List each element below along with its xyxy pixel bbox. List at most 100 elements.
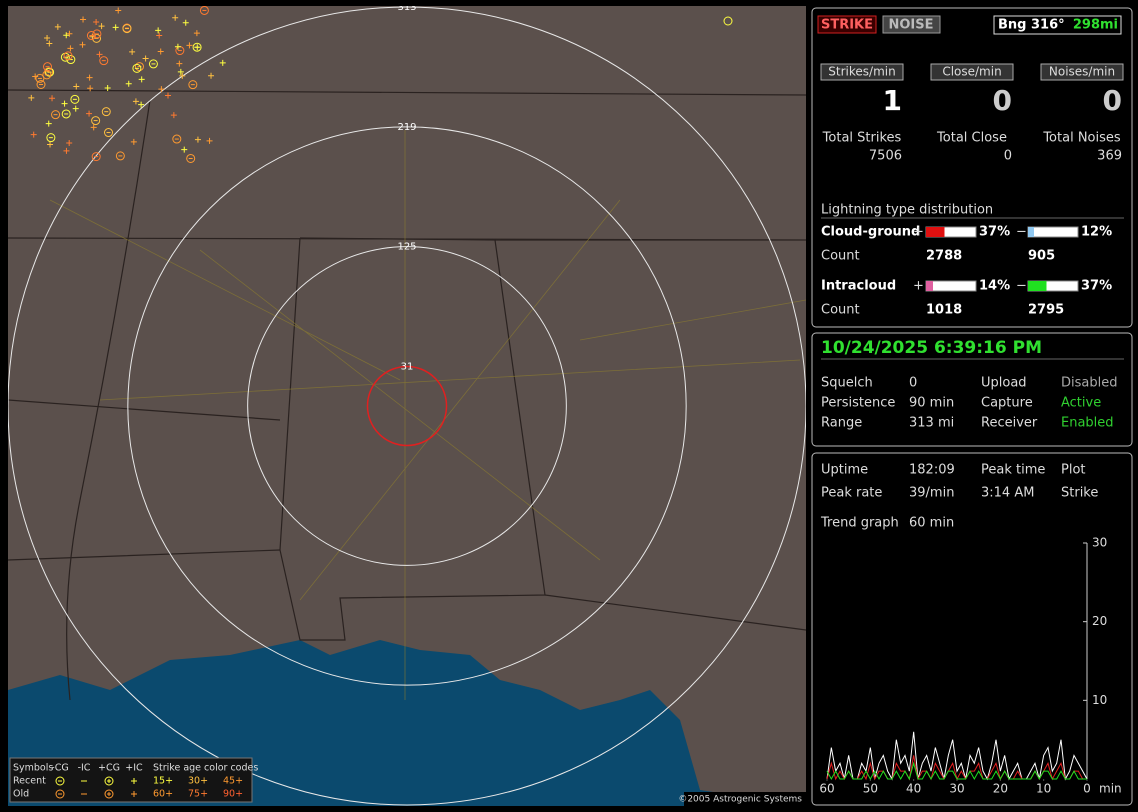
strike-symbol bbox=[130, 138, 137, 145]
strike-symbol bbox=[96, 51, 103, 58]
strike-symbol bbox=[723, 16, 733, 26]
x-tick-label: 40 bbox=[906, 782, 921, 796]
count-value: 2788 bbox=[926, 249, 962, 264]
strike-symbol bbox=[148, 59, 158, 69]
percent: 14% bbox=[979, 279, 1010, 294]
strike-symbol bbox=[172, 14, 179, 21]
rate-label: Strikes/min bbox=[828, 65, 895, 79]
range-label: 125 bbox=[397, 242, 416, 253]
strike-symbol bbox=[44, 34, 51, 41]
sign: − bbox=[1016, 225, 1027, 240]
strike-symbol bbox=[165, 92, 172, 99]
strike-symbol bbox=[86, 31, 96, 41]
strike-symbol bbox=[63, 51, 73, 61]
strike-symbol bbox=[134, 62, 144, 72]
trend-line bbox=[826, 731, 1088, 781]
strike-symbol bbox=[206, 137, 213, 144]
trend-window: 60 min bbox=[909, 516, 954, 531]
strike-symbol bbox=[47, 141, 54, 148]
total-value: 369 bbox=[1097, 149, 1122, 164]
distance: 298mi bbox=[1073, 18, 1118, 33]
strike-symbol bbox=[93, 18, 100, 25]
x-tick-label: 30 bbox=[949, 782, 964, 796]
type-name: Cloud-ground bbox=[821, 225, 920, 240]
strike-symbol bbox=[45, 67, 55, 77]
y-tick-label: 10 bbox=[1092, 693, 1107, 707]
strike-symbol bbox=[42, 70, 52, 80]
mode-button[interactable] bbox=[882, 15, 941, 34]
strike-symbol bbox=[188, 80, 198, 90]
bearing-box bbox=[993, 15, 1122, 35]
mode-button[interactable] bbox=[817, 15, 877, 34]
strike-symbol bbox=[79, 41, 86, 48]
strike-symbol bbox=[138, 101, 145, 108]
sign: − bbox=[1016, 279, 1027, 294]
status-cell: Capture bbox=[981, 396, 1033, 411]
rate-label: Close/min bbox=[942, 65, 1001, 79]
copyright: ©2005 Astrogenic Systems bbox=[678, 795, 802, 805]
roads bbox=[49, 130, 806, 700]
strike-symbol bbox=[194, 136, 201, 143]
strike-symbol bbox=[54, 23, 61, 30]
range-label: 31 bbox=[401, 361, 414, 372]
strike-symbol bbox=[115, 151, 125, 161]
mode-button-label[interactable]: NOISE bbox=[888, 18, 933, 33]
strike-symbol bbox=[51, 110, 61, 120]
strike-symbol bbox=[104, 84, 111, 91]
range-label: 219 bbox=[397, 122, 416, 133]
x-tick-label: 0 bbox=[1083, 782, 1091, 796]
percent: 37% bbox=[979, 225, 1010, 240]
strike-symbol bbox=[193, 30, 200, 37]
strike-symbol bbox=[142, 55, 149, 62]
strike-symbol bbox=[90, 124, 97, 131]
status-cell: 0 bbox=[909, 376, 917, 391]
legend-symbol bbox=[104, 776, 114, 786]
total-label: Total Close bbox=[936, 131, 1007, 146]
strike-symbol bbox=[92, 29, 102, 39]
strike-symbol bbox=[138, 76, 145, 83]
legend-symbol bbox=[55, 776, 65, 786]
strike-symbol bbox=[129, 48, 136, 55]
legend-header: +IC bbox=[125, 763, 143, 774]
legend-age: 45+ bbox=[223, 776, 243, 787]
rate-value: 1 bbox=[883, 84, 902, 117]
rate-value: 0 bbox=[993, 84, 1012, 117]
strike-symbol bbox=[91, 116, 101, 126]
strike-symbol bbox=[186, 42, 193, 49]
strike-symbol bbox=[70, 94, 80, 104]
x-tick-label: 60 bbox=[819, 782, 834, 796]
legend-row-label: Recent bbox=[13, 776, 46, 787]
strike-symbol bbox=[61, 100, 68, 107]
status-cell: Receiver bbox=[981, 416, 1038, 431]
trend-line bbox=[826, 761, 1087, 781]
bar bbox=[1028, 281, 1047, 291]
legend-age: 90+ bbox=[223, 789, 243, 800]
strike-symbol bbox=[66, 140, 73, 147]
strike-symbol bbox=[28, 94, 35, 101]
status-cell: Range bbox=[821, 416, 862, 431]
total-value: 7506 bbox=[869, 149, 902, 164]
stats-cell: Peak time bbox=[981, 463, 1045, 478]
rate-value: 0 bbox=[1103, 84, 1122, 117]
strike-symbol bbox=[72, 105, 79, 112]
strike-symbol bbox=[101, 107, 111, 117]
strike-symbol bbox=[63, 32, 70, 39]
rate-label-box bbox=[1040, 63, 1124, 81]
strike-symbols bbox=[28, 6, 733, 163]
legend-title: Strike age color codes bbox=[153, 763, 258, 774]
legend-label: Symbols bbox=[13, 763, 53, 774]
status-cell: Active bbox=[1061, 396, 1101, 411]
strike-symbol bbox=[30, 131, 37, 138]
strike-symbol bbox=[122, 24, 132, 34]
total-value: 0 bbox=[1004, 149, 1012, 164]
strike-symbol bbox=[170, 112, 177, 119]
strike-symbol bbox=[66, 30, 73, 37]
strike-symbol bbox=[179, 72, 186, 79]
mode-button-label[interactable]: STRIKE bbox=[821, 18, 873, 33]
datetime: 10/24/2025 6:39:16 PM bbox=[821, 338, 1042, 358]
count-label: Count bbox=[821, 303, 860, 318]
status-cell: 90 min bbox=[909, 396, 954, 411]
strike-symbol bbox=[98, 23, 105, 30]
legend-box bbox=[9, 757, 253, 803]
